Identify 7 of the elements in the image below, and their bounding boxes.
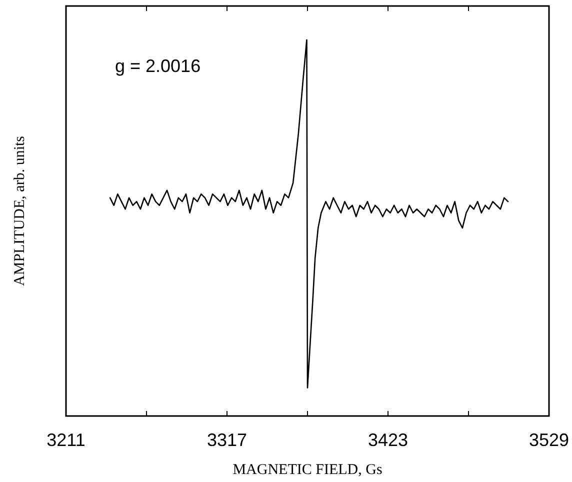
x-tick-label: 3529	[528, 430, 570, 450]
y-axis-title: AMPLITUDE, arb. units	[12, 136, 28, 286]
annotation: g = 2.0016	[115, 56, 201, 76]
x-tick-label: 3211	[46, 430, 86, 450]
x-tick-label: 3423	[368, 430, 408, 450]
x-axis-title: MAGNETIC FIELD, Gs	[232, 462, 382, 478]
x-tick-label: 3317	[206, 430, 248, 450]
